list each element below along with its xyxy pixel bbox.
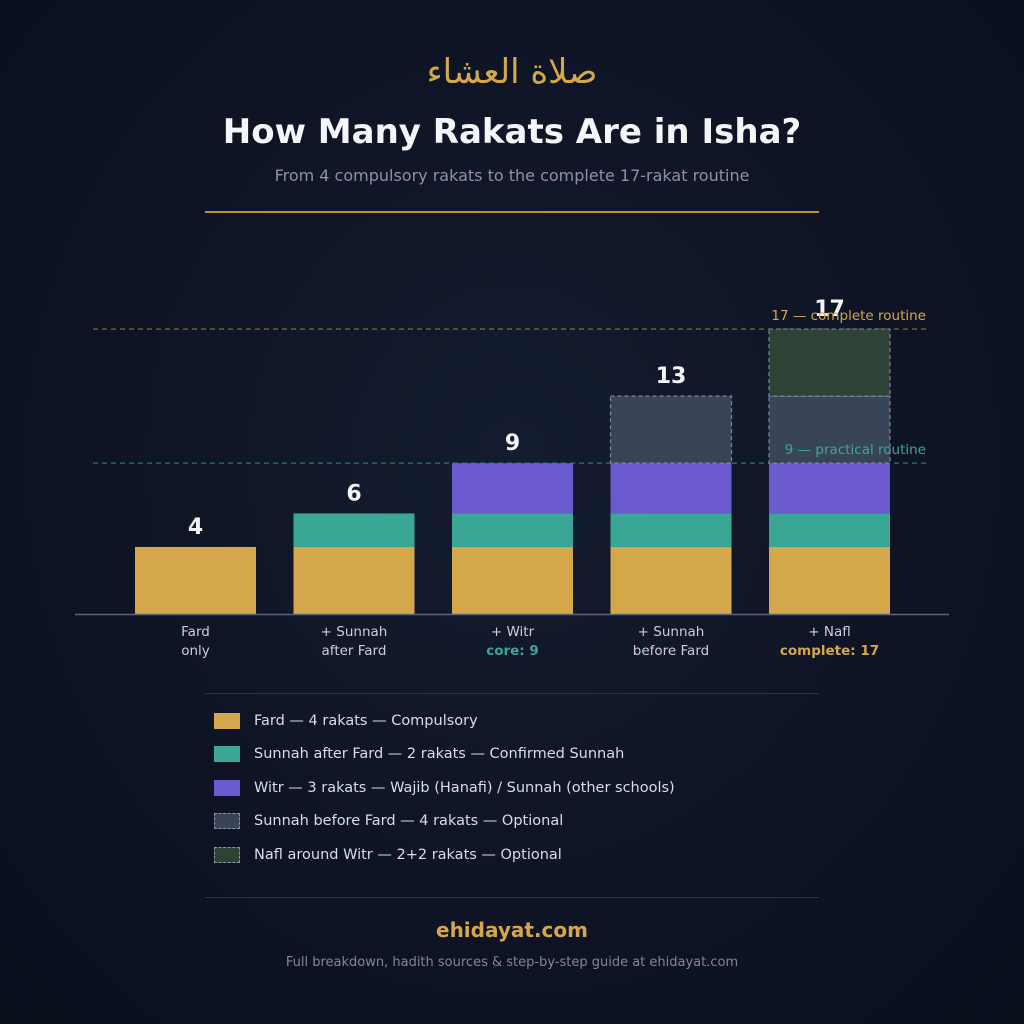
legend-item-witr: Witr — 3 rakats — Wajib (Hanafi) / Sunna… <box>214 771 814 805</box>
category-label-0-line1: Fard <box>181 624 210 640</box>
legend-top-divider <box>205 693 819 694</box>
category-label-2-line1: + Witr <box>491 624 535 640</box>
legend-item-fard: Fard — 4 rakats — Compulsory <box>214 704 814 738</box>
bar-segment-witr-4 <box>769 463 890 514</box>
bar-segment-sunnah_after-3 <box>610 513 732 547</box>
bar-segment-witr-2 <box>452 463 573 514</box>
bar-segment-fard-1 <box>293 546 415 614</box>
bar-total-label-2: 9 <box>505 431 520 456</box>
bar-segment-nafl-4 <box>768 328 891 397</box>
legend-item-sunnah-after: Sunnah after Fard — 2 rakats — Confirmed… <box>214 738 814 772</box>
page-title: How Many Rakats Are in Isha? <box>222 112 802 152</box>
bar-segment-sunnah_before-3 <box>609 395 733 464</box>
bar-segment-sunnah_after-2 <box>452 513 573 547</box>
legend-swatch-nafl <box>214 846 240 863</box>
reference-label-17: 17 — complete routine <box>771 308 926 324</box>
legend-label-nafl: Nafl around Witr — 2+2 rakats — Optional <box>254 846 562 863</box>
legend-label-sunnah-after: Sunnah after Fard — 2 rakats — Confirmed… <box>254 746 625 763</box>
bar-segment-fard-2 <box>452 546 573 614</box>
bar-segment-fard-4 <box>769 546 890 614</box>
bar-segment-fard-3 <box>610 546 732 614</box>
site-name: ehidayat.com <box>436 918 588 942</box>
bar-total-label-3: 13 <box>656 364 687 389</box>
category-label-0-line2: only <box>181 643 210 659</box>
footer-note: Full breakdown, hadith sources & step-by… <box>285 955 739 970</box>
legend-label-witr: Witr — 3 rakats — Wajib (Hanafi) / Sunna… <box>254 779 675 796</box>
legend-item-nafl: Nafl around Witr — 2+2 rakats — Optional <box>214 838 814 872</box>
category-label-1-line2: after Fard <box>322 643 387 659</box>
bar-segment-sunnah_before-4 <box>768 395 891 464</box>
bar-total-label-1: 6 <box>346 481 361 506</box>
arabic-title: صلاة العشاء <box>426 52 598 92</box>
reference-label-9: 9 — practical routine <box>785 442 926 458</box>
legend-swatch-fard <box>214 712 240 729</box>
page-subtitle: From 4 compulsory rakats to the complete… <box>274 166 750 185</box>
category-label-4-line1: + Nafl <box>808 624 850 640</box>
legend-label-sunnah-before: Sunnah before Fard — 4 rakats — Optional <box>254 813 564 830</box>
category-label-3-line2: before Fard <box>633 643 709 659</box>
legend-swatch-sunnah-before <box>214 813 240 830</box>
legend-label-fard: Fard — 4 rakats — Compulsory <box>254 712 478 729</box>
legend-swatch-witr <box>214 779 240 796</box>
category-label-2-line2: core: 9 <box>486 643 539 659</box>
category-label-3-line1: + Sunnah <box>638 624 705 640</box>
legend-swatch-sunnah-after <box>214 746 240 763</box>
bar-segment-sunnah_after-1 <box>293 513 415 547</box>
category-label-1-line1: + Sunnah <box>321 624 388 640</box>
legend-item-sunnah-before: Sunnah before Fard — 4 rakats — Optional <box>214 805 814 839</box>
title-divider <box>205 211 819 213</box>
footer-divider <box>205 897 819 898</box>
category-label-4-line2: complete: 17 <box>780 643 879 659</box>
bar-total-label-4: 17 <box>814 297 845 322</box>
bar-total-label-0: 4 <box>188 515 203 540</box>
bar-segment-sunnah_after-4 <box>769 513 890 547</box>
chart-legend: Fard — 4 rakats — Compulsory Sunnah afte… <box>214 704 814 872</box>
bar-segment-fard-0 <box>135 546 256 614</box>
bar-segment-witr-3 <box>610 463 732 514</box>
